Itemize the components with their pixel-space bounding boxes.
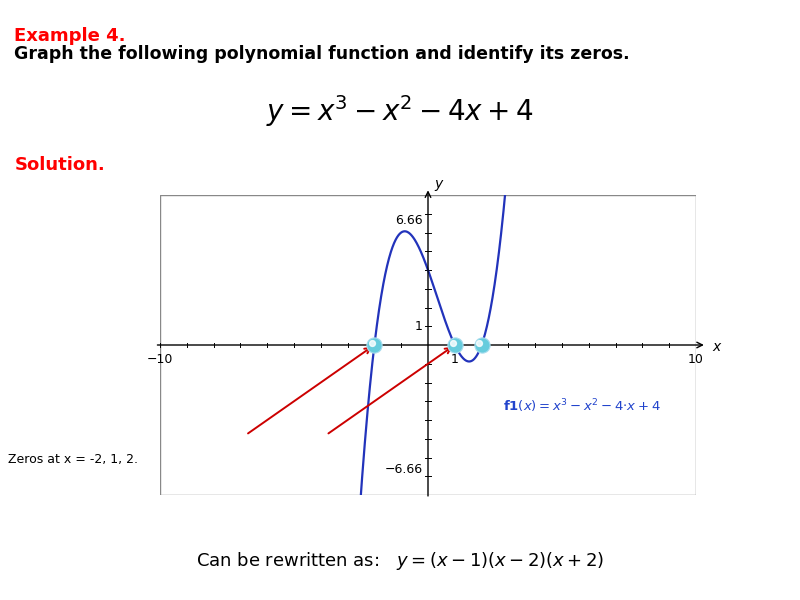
Point (368, 340, 381, 350)
Text: Graph the following polynomial function and identify its zeros.: Graph the following polynomial function … (14, 45, 630, 63)
Text: Can be rewritten as:   $y = (x-1)(x-2)(x+2)$: Can be rewritten as: $y = (x-1)(x-2)(x+2… (196, 550, 604, 572)
Point (446, 338, 459, 347)
Point (473, 338, 486, 347)
Text: y: y (434, 177, 443, 191)
Text: $\mathbf{f1}$$(x)$$=x^3-x^2-4{\cdot}x+4$: $\mathbf{f1}$$(x)$$=x^3-x^2-4{\cdot}x+4$ (503, 397, 661, 415)
Text: 10: 10 (688, 353, 704, 367)
Text: 1: 1 (414, 320, 422, 333)
Point (366, 338, 378, 347)
Text: 1: 1 (451, 353, 458, 367)
Text: x: x (712, 340, 720, 354)
Text: −10: −10 (147, 353, 173, 367)
Text: $y = x^3 - x^2 - 4x + 4$: $y = x^3 - x^2 - 4x + 4$ (266, 93, 534, 129)
Text: −6.66: −6.66 (385, 463, 422, 476)
Text: Zeros at x = -2, 1, 2.: Zeros at x = -2, 1, 2. (8, 452, 138, 466)
Point (475, 340, 488, 350)
Text: Solution.: Solution. (14, 156, 105, 174)
Point (449, 340, 462, 350)
Text: 6.66: 6.66 (395, 214, 422, 227)
Text: Example 4.: Example 4. (14, 27, 126, 45)
